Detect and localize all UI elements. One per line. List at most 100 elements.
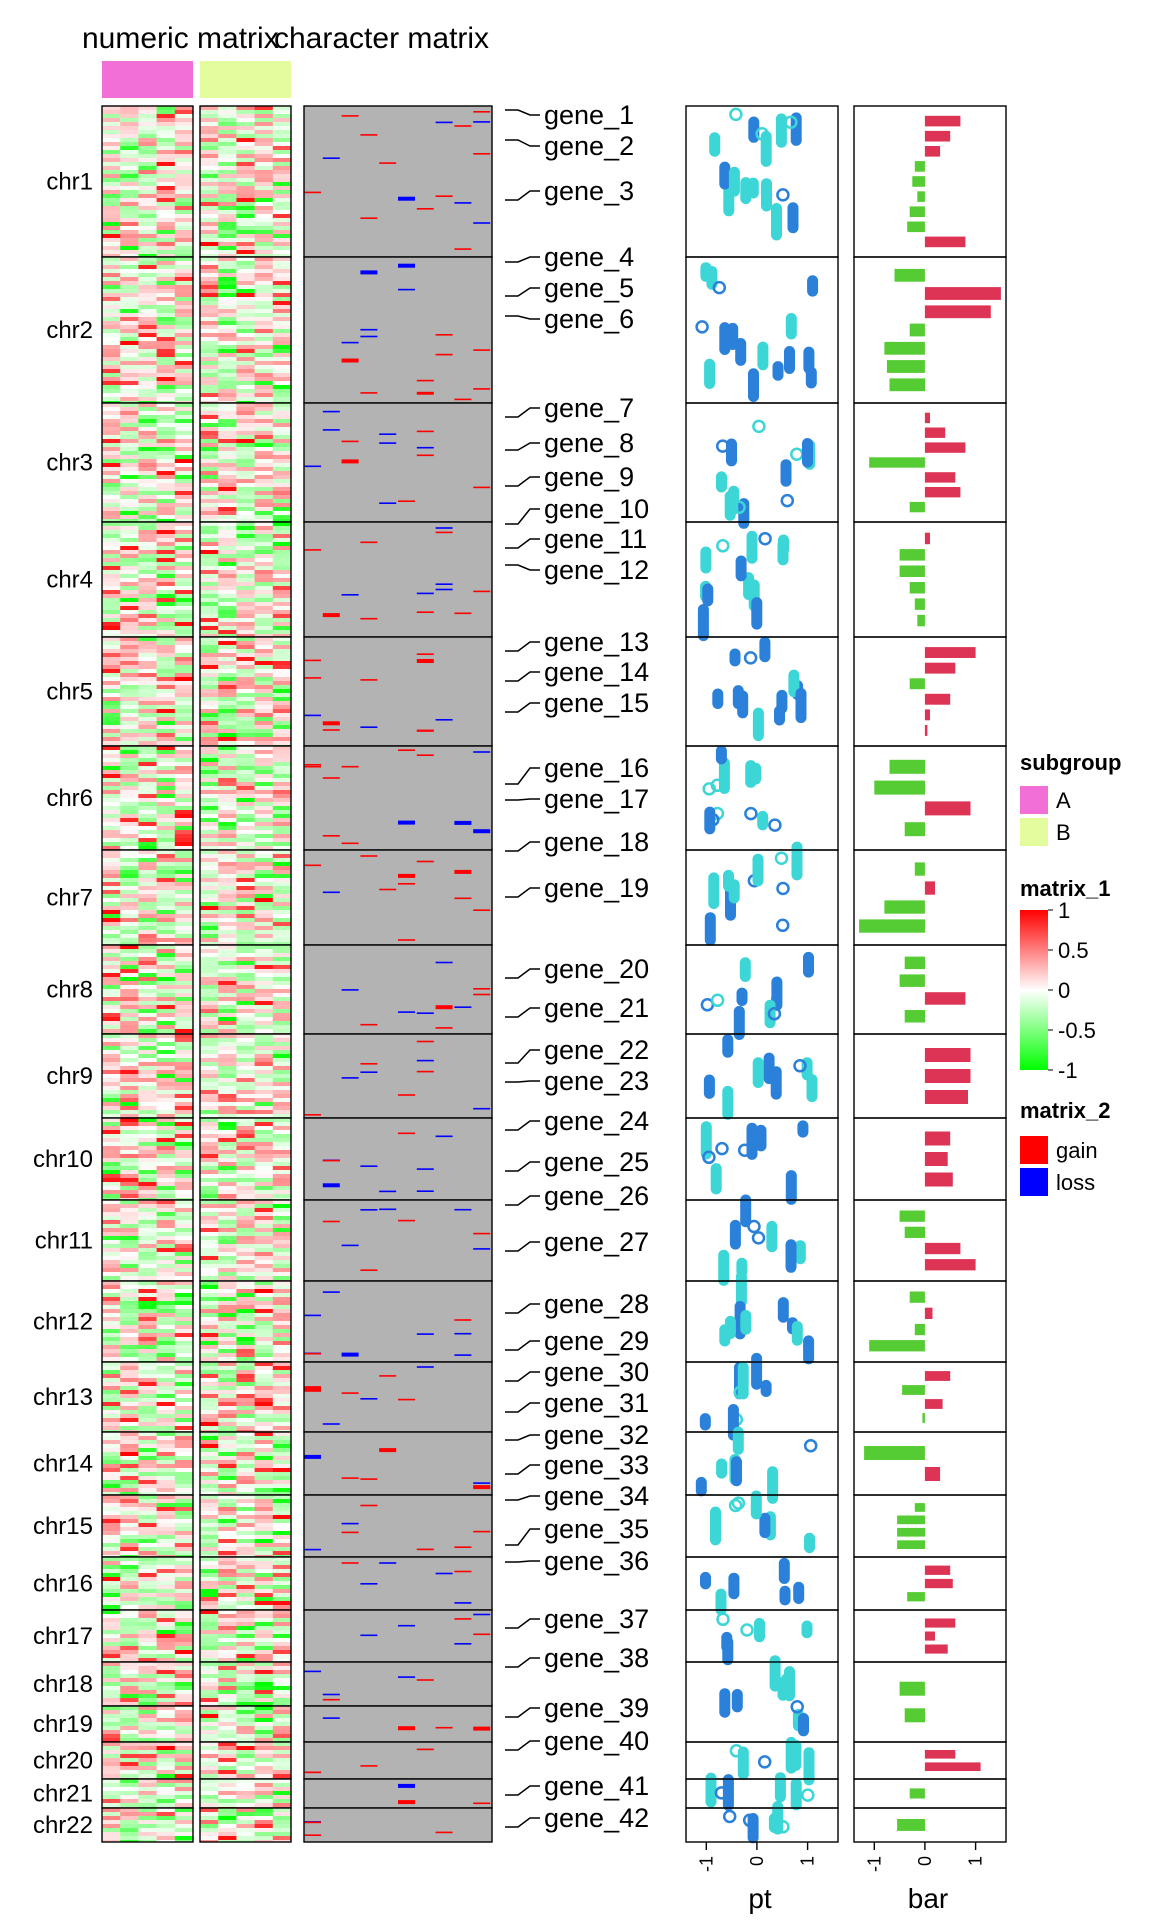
numeric-cell [200,858,219,862]
numeric-cell [120,1186,139,1190]
numeric-cell [175,910,194,914]
numeric-cell [102,558,121,562]
numeric-cell [120,1718,139,1722]
numeric-cell [102,866,121,870]
numeric-cell [200,1774,219,1778]
numeric-cell [157,953,176,957]
numeric-cell [102,1452,121,1456]
numeric-cell [157,989,176,993]
numeric-cell [218,329,237,333]
numeric-cell [175,1460,194,1464]
numeric-cell [200,1208,219,1212]
numeric-cell [255,1272,274,1276]
numeric-cell [200,242,219,246]
numeric-cell [138,645,157,649]
numeric-cell [102,1547,121,1551]
numeric-cell [138,377,157,381]
numeric-cell [255,1543,274,1547]
numeric-cell [200,582,219,586]
numeric-cell [175,1357,194,1361]
numeric-cell [200,681,219,685]
numeric-cell [157,507,176,511]
numeric-cell [255,786,274,790]
numeric-cell [273,419,292,423]
numeric-cell [157,610,176,614]
numeric-cell [236,1523,255,1527]
numeric-cell [102,685,121,689]
numeric-cell [200,1561,219,1565]
numeric-cell [236,1774,255,1778]
numeric-cell [120,818,139,822]
numeric-cell [236,618,255,622]
loss-mark [379,442,396,444]
numeric-cell [157,415,176,419]
numeric-cell [273,538,292,542]
numeric-cell [102,1488,121,1492]
numeric-block-chr14-B [200,1432,291,1495]
numeric-cell [273,150,292,154]
numeric-cell [138,1678,157,1682]
numeric-cell [102,297,121,301]
numeric-cell [157,293,176,297]
numeric-cell [200,1374,219,1378]
numeric-cell [175,1305,194,1309]
numeric-cell [236,345,255,349]
numeric-cell [273,1762,292,1766]
numeric-cell [175,818,194,822]
numeric-cell [120,618,139,622]
gain-mark [323,729,340,731]
numeric-cell [138,1820,157,1824]
gene-connector-line [505,888,540,897]
numeric-cell [255,407,274,411]
numeric-cell [200,1046,219,1050]
numeric-cell [273,1228,292,1232]
numeric-cell [102,1795,121,1799]
numeric-cell [120,762,139,766]
numeric-cell [200,1256,219,1260]
numeric-cell [218,1260,237,1264]
numeric-cell [175,1766,194,1770]
numeric-cell [200,826,219,830]
numeric-cell [138,1126,157,1130]
numeric-cell [120,590,139,594]
numeric-cell [138,661,157,665]
numeric-cell [273,190,292,194]
numeric-cell [102,1551,121,1555]
numeric-cell [120,1046,139,1050]
numeric-cell [218,1248,237,1252]
numeric-cell [102,981,121,985]
numeric-cell [200,842,219,846]
numeric-cell [157,1305,176,1309]
numeric-cell [273,1154,292,1158]
numeric-cell [120,717,139,721]
numeric-cell [273,1398,292,1402]
numeric-cell [102,1722,121,1726]
numeric-cell [236,1086,255,1090]
numeric-cell [138,1472,157,1476]
numeric-cell [157,305,176,309]
numeric-cell [200,1086,219,1090]
numeric-cell [138,582,157,586]
chromosome-labels: chr1chr2chr3chr4chr5chr6chr7chr8chr9chr1… [33,169,93,1840]
numeric-cell [102,281,121,285]
numeric-cell [157,681,176,685]
numeric-cell [218,114,237,118]
numeric-cell [218,1017,237,1021]
numeric-cell [273,606,292,610]
numeric-cell [273,705,292,709]
numeric-cell [175,1204,194,1208]
numeric-cell [120,222,139,226]
numeric-cell [138,1134,157,1138]
numeric-cell [157,1414,176,1418]
numeric-cell [255,301,274,305]
numeric-cell [175,411,194,415]
loss-mark [417,447,434,449]
numeric-cell [120,1090,139,1094]
numeric-cell [200,1686,219,1690]
numeric-cell [273,166,292,170]
numeric-cell [236,1515,255,1519]
numeric-cell [102,146,121,150]
numeric-cell [175,1166,194,1170]
numeric-cell [120,814,139,818]
numeric-cell [138,766,157,770]
